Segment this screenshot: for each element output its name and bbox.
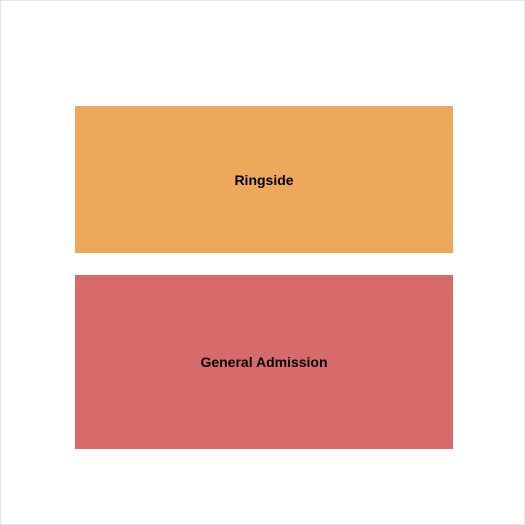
seating-chart-container: Ringside General Admission xyxy=(0,0,525,525)
section-ringside[interactable]: Ringside xyxy=(75,106,453,253)
section-label: Ringside xyxy=(234,172,293,188)
section-general-admission[interactable]: General Admission xyxy=(75,275,453,449)
section-label: General Admission xyxy=(200,354,327,370)
